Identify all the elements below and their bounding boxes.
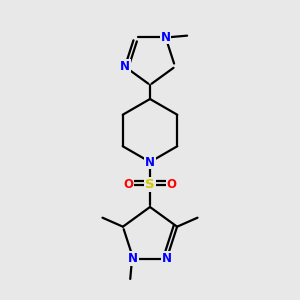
Text: N: N	[160, 31, 170, 44]
Text: S: S	[145, 178, 155, 191]
Text: O: O	[167, 178, 177, 191]
Text: N: N	[128, 252, 138, 265]
Text: O: O	[123, 178, 134, 191]
Text: N: N	[120, 60, 130, 73]
Text: N: N	[162, 252, 172, 265]
Text: N: N	[145, 155, 155, 169]
